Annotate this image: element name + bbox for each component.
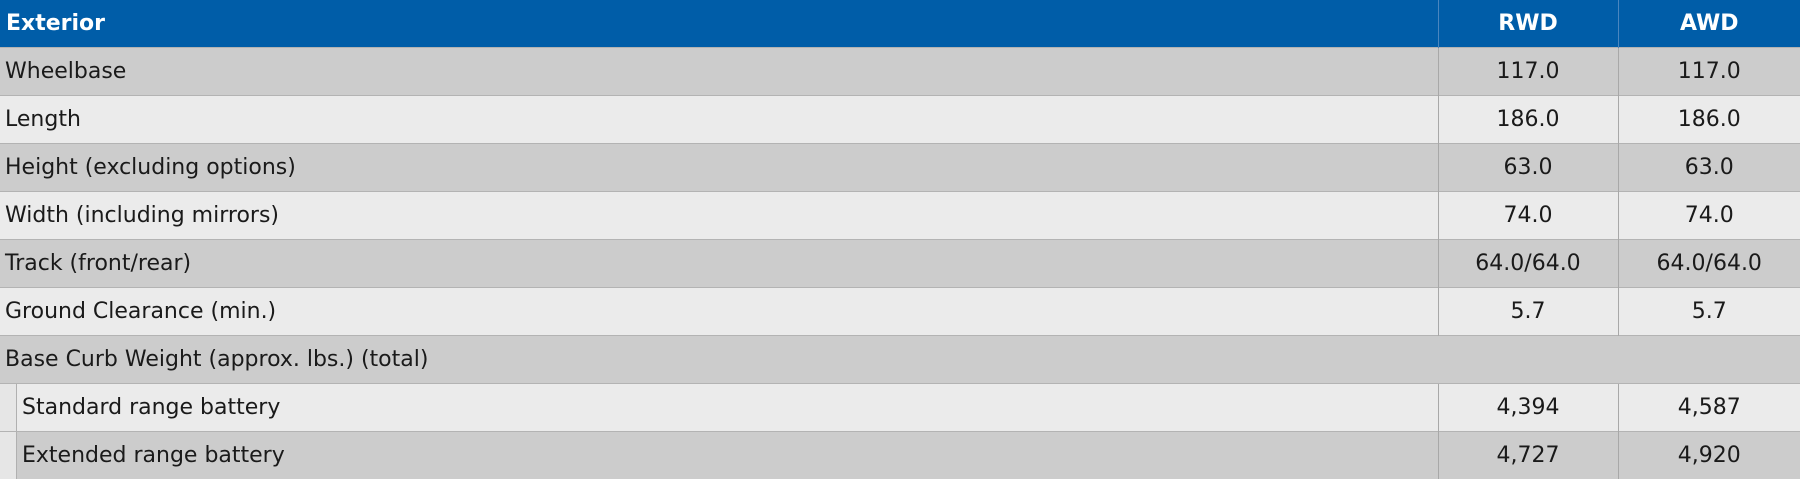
table-row: Wheelbase 117.0 117.0 — [0, 47, 1800, 96]
row-value: 4,587 — [1617, 383, 1800, 432]
table-row: Width (including mirrors) 74.0 74.0 — [0, 191, 1800, 240]
row-value: 5.7 — [1437, 287, 1618, 336]
row-label: Width (including mirrors) — [0, 191, 1438, 240]
table-body: Wheelbase 117.0 117.0 Length 186.0 186.0 Heigh… — [0, 47, 1800, 479]
row-label: Extended range battery — [0, 431, 1438, 479]
row-value: 4,394 — [1437, 383, 1618, 432]
table-row: Standard range battery 4,394 4,587 — [0, 383, 1800, 432]
row-value: 5.7 — [1617, 287, 1800, 336]
row-value: 74.0 — [1437, 191, 1618, 240]
row-label: Ground Clearance (min.) — [0, 287, 1438, 336]
row-label: Height (excluding options) — [0, 143, 1438, 192]
table-row: Base Curb Weight (approx. lbs.) (total) — [0, 335, 1800, 384]
table-row: Extended range battery 4,727 4,920 — [0, 431, 1800, 479]
row-value: 63.0 — [1437, 143, 1618, 192]
table-row: Track (front/rear) 64.0/64.0 64.0/64.0 — [0, 239, 1800, 288]
row-label: Wheelbase — [0, 47, 1438, 96]
table-row: Ground Clearance (min.) 5.7 5.7 — [0, 287, 1800, 336]
row-value: 186.0 — [1617, 95, 1800, 144]
row-label: Length — [0, 95, 1438, 144]
row-value: 186.0 — [1437, 95, 1618, 144]
row-value: 64.0/64.0 — [1617, 239, 1800, 288]
section-label: Base Curb Weight (approx. lbs.) (total) — [0, 335, 1800, 384]
header-cell: Exterior — [0, 0, 1438, 48]
header-cell: RWD — [1437, 0, 1618, 48]
row-value: 4,727 — [1437, 431, 1618, 479]
row-label: Track (front/rear) — [0, 239, 1438, 288]
row-value: 117.0 — [1437, 47, 1618, 96]
row-value: 74.0 — [1617, 191, 1800, 240]
row-value: 63.0 — [1617, 143, 1800, 192]
row-value: 117.0 — [1617, 47, 1800, 96]
header-row: Exterior RWD AWD — [0, 0, 1800, 48]
header-cell: AWD — [1617, 0, 1800, 48]
row-label: Standard range battery — [0, 383, 1438, 432]
table-row: Height (excluding options) 63.0 63.0 — [0, 143, 1800, 192]
row-value: 4,920 — [1617, 431, 1800, 479]
row-value: 64.0/64.0 — [1437, 239, 1618, 288]
table-row: Length 186.0 186.0 — [0, 95, 1800, 144]
